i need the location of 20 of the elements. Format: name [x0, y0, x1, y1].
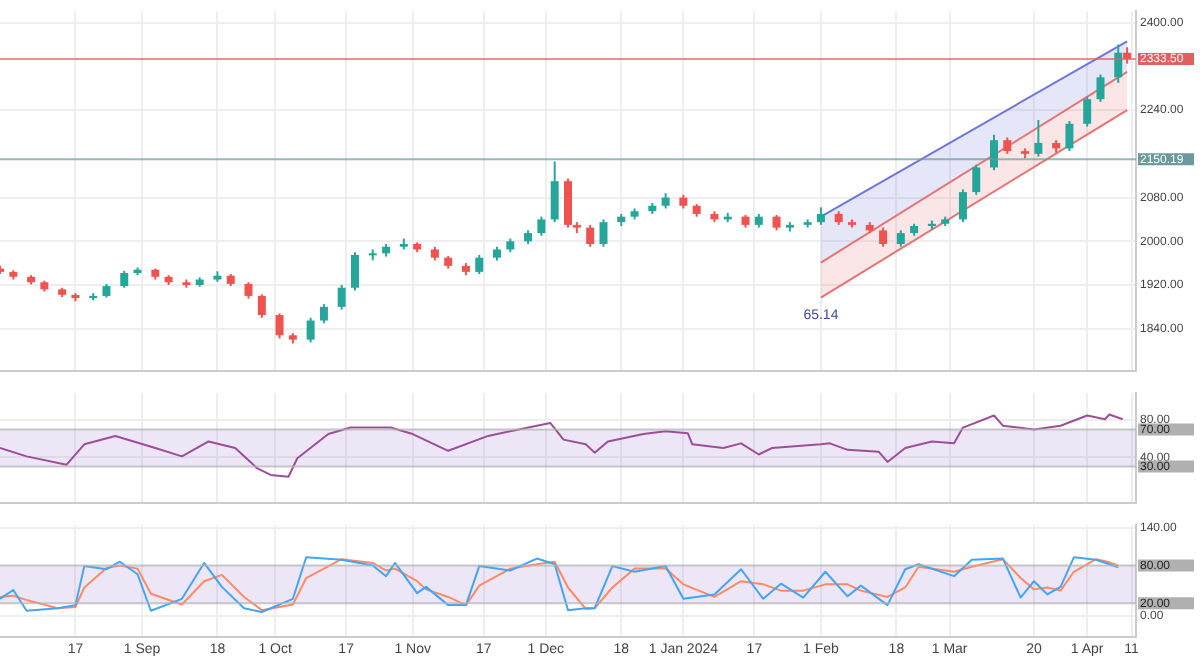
candlestick	[990, 133, 998, 172]
candlestick	[958, 188, 967, 224]
candlestick	[564, 177, 572, 229]
candlestick	[337, 284, 346, 311]
candlestick	[351, 251, 359, 292]
candlestick	[972, 163, 981, 196]
candlestick	[275, 312, 284, 340]
candlestick	[1083, 95, 1092, 128]
candlestick	[1065, 120, 1074, 153]
candlestick	[1034, 118, 1043, 158]
candlestick	[550, 160, 559, 224]
candlestick	[599, 218, 608, 248]
candlestick	[1096, 73, 1105, 103]
candlestick	[537, 215, 546, 237]
candlestick	[586, 223, 595, 248]
candlestick	[319, 303, 328, 325]
candlestick	[475, 253, 484, 276]
candlestick	[306, 316, 315, 344]
candlestick	[257, 293, 266, 319]
candlestick	[879, 226, 888, 248]
